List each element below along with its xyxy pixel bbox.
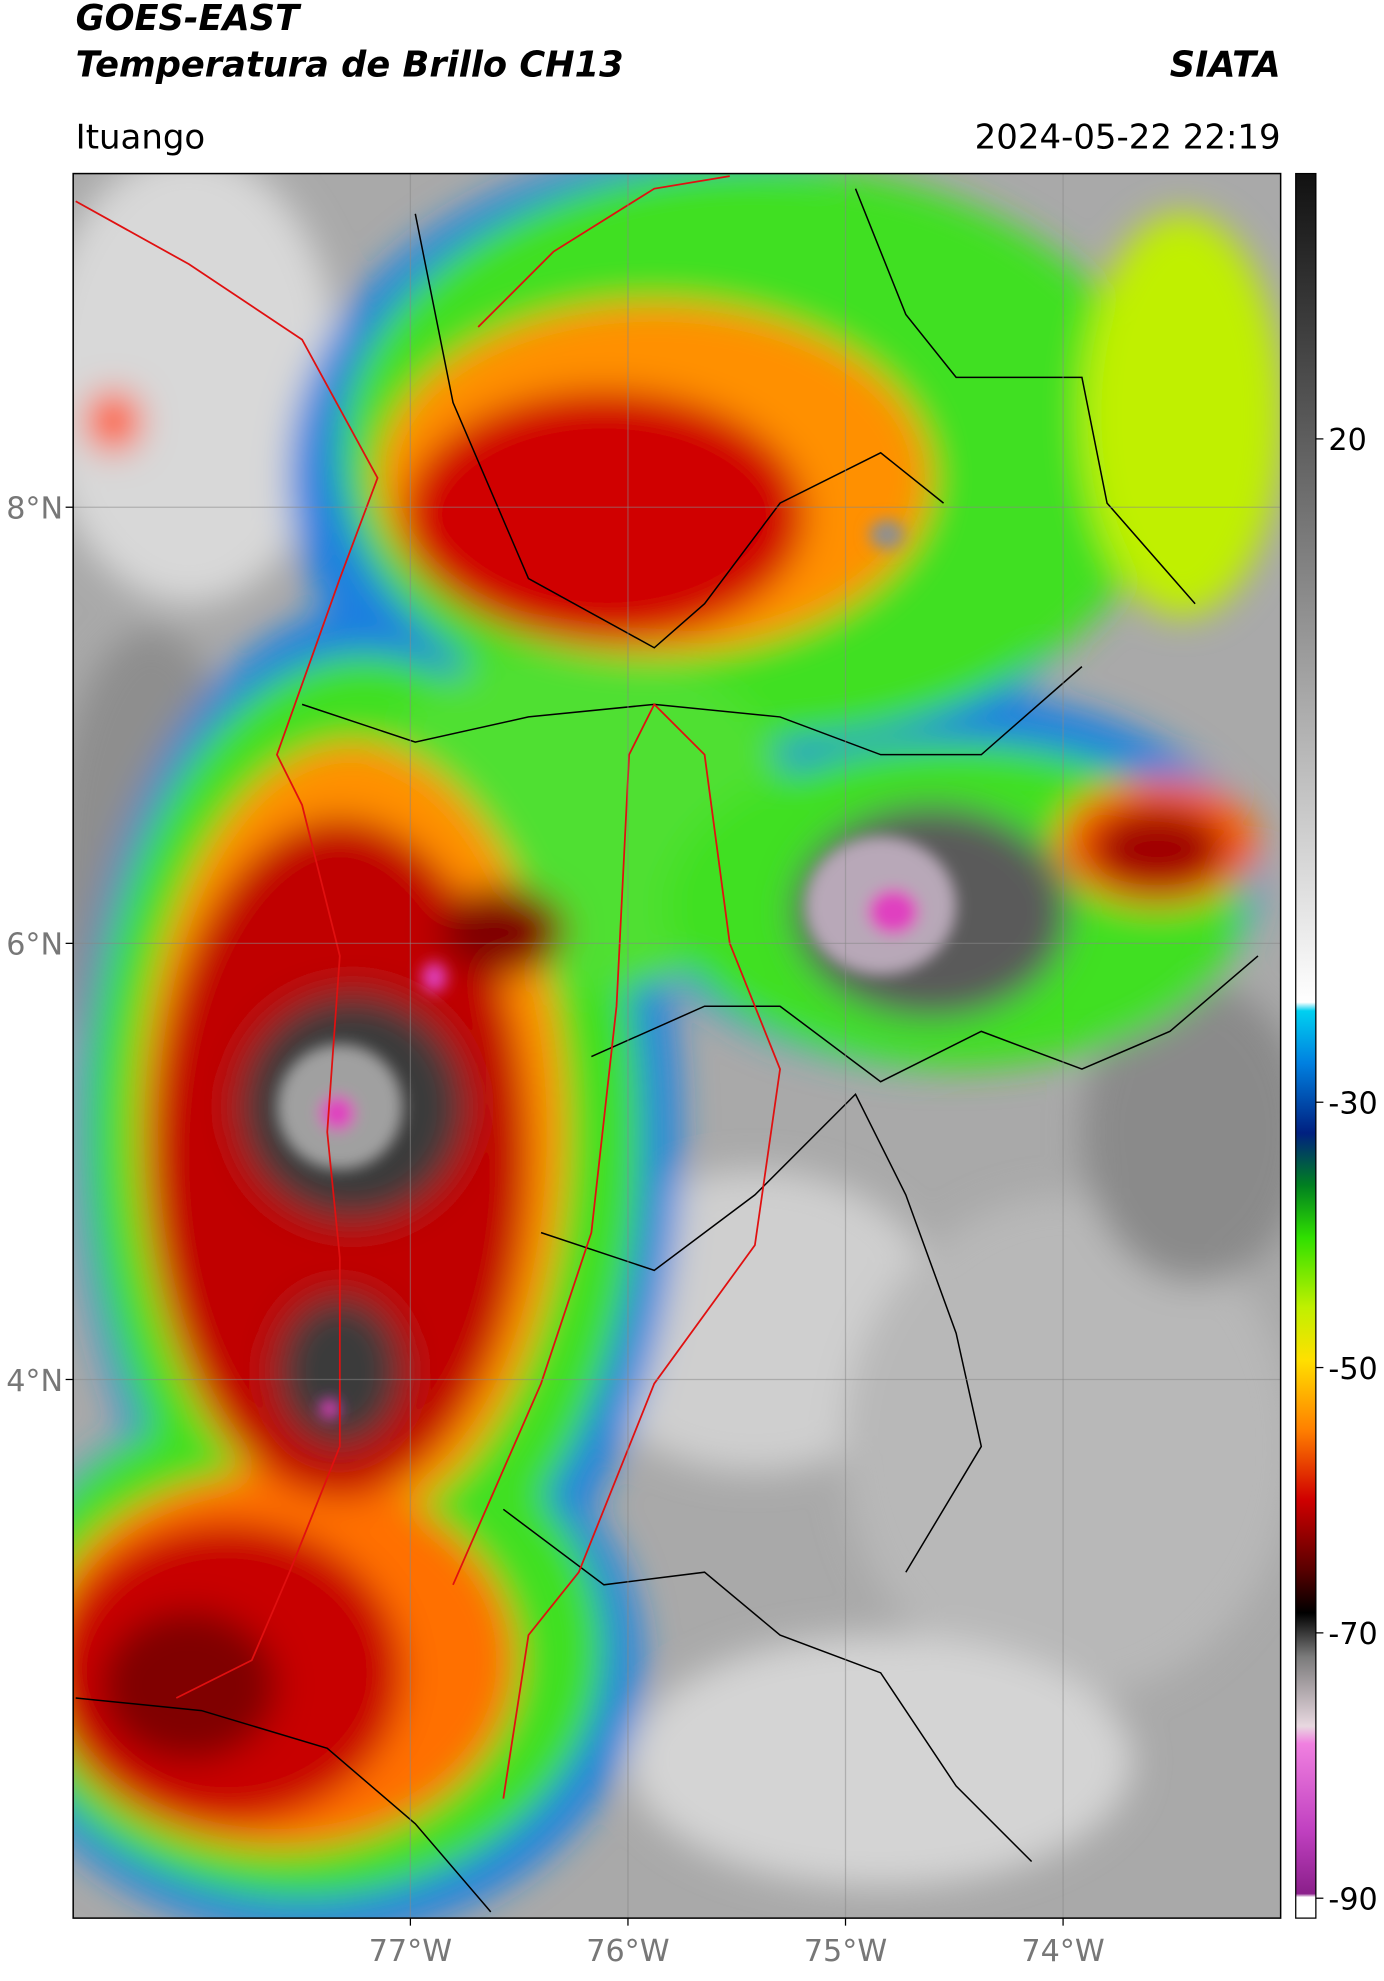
y-tick-label: 6°N: [6, 928, 63, 963]
title: GOES-EAST: [76, 0, 302, 39]
title: Temperatura de Brillo CH13: [76, 45, 624, 86]
colorbar-tick-label: 20: [1328, 423, 1366, 458]
datetime: 2024-05-22 22:19: [975, 117, 1281, 157]
colorbar-tick-label: -90: [1328, 1883, 1377, 1918]
y-tick-label: 4°N: [6, 1364, 63, 1399]
x-tick-label: 77°W: [369, 1934, 452, 1969]
colorbar: [1295, 172, 1317, 1919]
source: SIATA: [1170, 45, 1281, 86]
graticule: [73, 173, 1281, 1919]
satellite-image: [73, 173, 1281, 1919]
x-tick-label: 74°W: [1021, 1934, 1104, 1969]
colorbar-tick-label: -50: [1328, 1352, 1377, 1387]
y-tick-label: 8°N: [6, 492, 63, 527]
x-tick-label: 76°W: [586, 1934, 669, 1969]
location: Ituango: [76, 117, 206, 157]
colorbar-tick-label: -70: [1328, 1617, 1377, 1652]
map-frame: [72, 172, 1282, 1919]
x-tick-label: 75°W: [804, 1934, 887, 1969]
colorbar-tick-label: -30: [1328, 1087, 1377, 1122]
